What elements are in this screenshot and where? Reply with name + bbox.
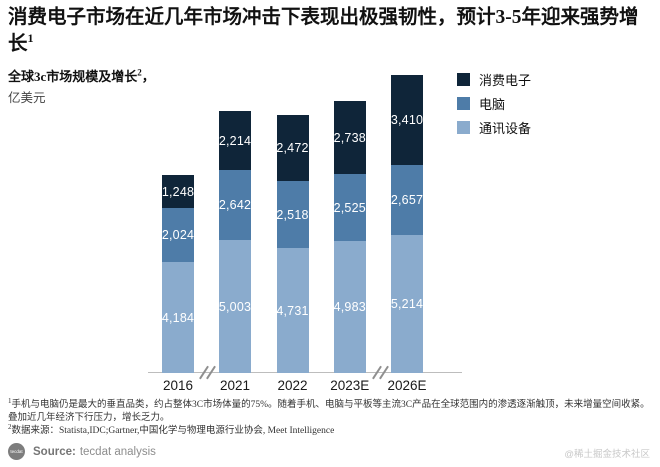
bar-segment: 2,525 [333,174,366,241]
subtitle-superscript: 2 [137,67,142,78]
x-axis-label: 2023E [330,378,370,393]
bar-segment: 4,184 [162,262,194,373]
bar-value-label: 2,214 [219,133,251,148]
footnote-2-text: 数据来源：Statista,IDC;Gartner,中国化学与物理电源行业协会,… [11,426,335,437]
bar-value-label: 5,214 [391,297,423,311]
chart-subtitle-text: 全球3c市场规模及增长 [8,69,138,84]
bar-2021: 5,003 2,642 2,214 [219,111,251,373]
legend-swatch-computers [457,96,470,110]
bar-value-label: 2,642 [219,198,251,212]
footnote-1-text: 手机与电脑仍是最大的垂直品类，约占整体3C市场体量的75%。随着手机、电脑与平板… [8,400,650,424]
bar-segment: 2,472 [276,115,309,181]
bar-segment: 2,657 [391,165,423,235]
bar-segment: 3,410 [391,75,423,165]
source-text: tecdat analysis [79,445,156,458]
x-axis-label: 2026E [387,378,427,393]
legend-item-communication-devices: 通讯设备 [457,118,531,136]
title-superscript: 1 [27,30,34,45]
bar-segment: 1,248 [162,175,194,208]
bar-segment: 5,003 [219,240,251,373]
chart-subtitle-line1: 全球3c市场规模及增长2， [8,66,155,85]
bar-value-label: 3,410 [391,113,423,127]
footnote-1-superscript: 1 [8,397,12,405]
bar-value-label: 4,731 [276,303,309,318]
bar-value-label: 2,525 [333,200,366,215]
bar-value-label: 4,983 [333,300,366,314]
chart-unit-label: 亿美元 [8,91,46,105]
bar-value-label: 2,738 [333,130,366,145]
bar-value-label: 2,472 [276,141,309,155]
footnote-1: 1手机与电脑仍是最大的垂直品类，约占整体3C市场体量的75%。随着手机、电脑与平… [8,397,654,425]
bar-value-label: 2,518 [276,207,309,222]
bar-segment: 2,214 [219,111,251,170]
source-row: tecdat Source: tecdat analysis [8,443,156,460]
source-label: Source: [33,445,76,458]
bar-2016: 4,184 2,024 1,248 [162,175,194,373]
chart-plot: 4,184 2,024 1,248 2016 5,003 2,642 2,214 2021 4,… [148,60,462,393]
legend-label: 电脑 [479,96,506,112]
bar-segment: 2,518 [276,181,309,248]
bar-segment: 2,738 [333,101,366,174]
bar-value-label: 5,003 [219,299,251,314]
bar-segment: 2,024 [162,208,194,262]
bar-value-label: 2,657 [391,193,423,207]
bar-2023E: 4,983 2,525 2,738 [333,101,366,373]
page-title: 消费电子市场在近几年市场冲击下表现出极强韧性，预计3-5年迎来强势增长1 [8,5,656,57]
bar-segment: 2,642 [219,170,251,240]
footnote-2: 2数据来源：Statista,IDC;Gartner,中国化学与物理电源行业协会… [8,423,654,438]
bar-segment: 4,731 [276,248,309,373]
bar-value-label: 4,184 [162,310,194,325]
bar-value-label: 1,248 [162,184,194,199]
bar-segment: 5,214 [391,235,423,373]
x-axis-label: 2016 [162,378,194,393]
watermark: @稀土掘金技术社区 [564,449,650,460]
x-axis-label: 2021 [219,378,251,393]
bar-value-label: 2,024 [162,228,194,242]
tecdat-logo-icon: tecdat [8,443,25,460]
footnote-2-superscript: 2 [8,423,12,431]
bar-segment: 4,983 [333,241,366,373]
bar-2026E: 5,214 2,657 3,410 [391,75,423,373]
legend-item-consumer-electronics: 消费电子 [457,70,531,88]
legend-swatch-communication-devices [457,120,470,134]
legend-label: 消费电子 [479,72,532,88]
page-title-text: 消费电子市场在近几年市场冲击下表现出极强韧性，预计3-5年迎来强势增长 [8,7,639,55]
chart-subtitle: 全球3c市场规模及增长2， 亿美元 [8,66,155,106]
legend-label: 通讯设备 [479,120,532,136]
legend-swatch-consumer-electronics [457,72,470,86]
chart-legend: 消费电子 电脑 通讯设备 [457,70,531,142]
bar-2022: 4,731 2,518 2,472 [276,115,309,373]
legend-item-computers: 电脑 [457,94,531,112]
subtitle-comma: ， [141,69,155,84]
x-axis-label: 2022 [277,378,308,393]
